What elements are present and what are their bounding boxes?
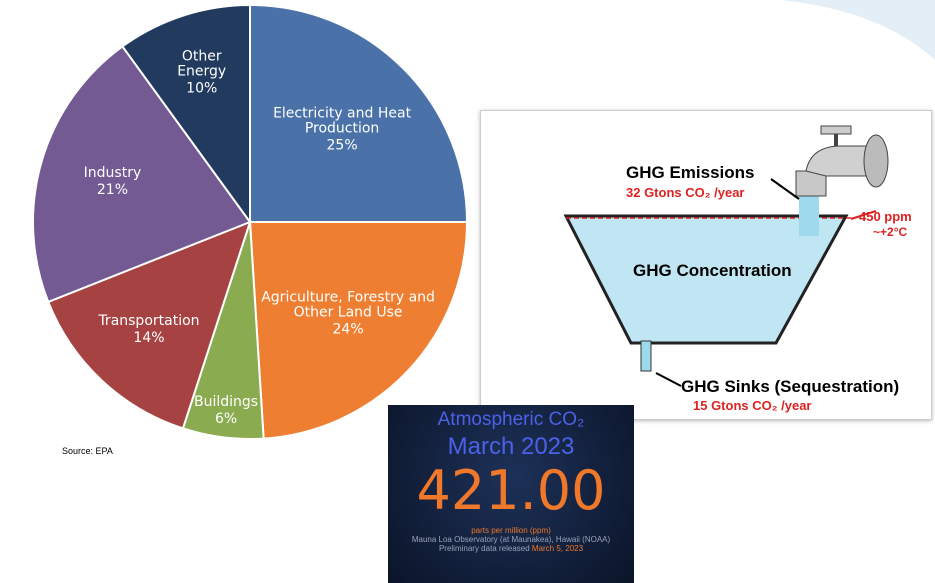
co2-value: 421.00 bbox=[388, 459, 634, 522]
release-prefix: Preliminary data released bbox=[439, 544, 530, 553]
slice-label: Agriculture, Forestry and Other Land Use… bbox=[258, 291, 438, 338]
slice-label: Industry 21% bbox=[22, 166, 202, 198]
arrow bbox=[656, 373, 681, 386]
emissions-rate: 32 Gtons CO₂ /year bbox=[626, 185, 745, 200]
slice-value: 21% bbox=[22, 183, 202, 198]
slice-name: Industry bbox=[22, 166, 202, 181]
slice-name: Other Energy bbox=[162, 50, 242, 80]
decor-swoosh bbox=[780, 0, 935, 60]
sinks-rate: 15 Gtons CO₂ /year bbox=[693, 398, 812, 413]
faucet-mount bbox=[864, 135, 888, 187]
threshold-temp: ~+2°C bbox=[873, 225, 907, 239]
slide: Electricity and Heat Production 25% Agricu… bbox=[0, 0, 935, 583]
slice-name: Transportation bbox=[59, 314, 239, 329]
slice-name: Buildings bbox=[186, 395, 266, 410]
co2-date: March 2023 bbox=[388, 433, 634, 461]
faucet-handle bbox=[821, 126, 851, 134]
co2-unit: parts per million (ppm) bbox=[388, 526, 634, 535]
slice-name: Electricity and Heat Production bbox=[252, 106, 432, 136]
slice-label: Other Energy 10% bbox=[162, 50, 242, 97]
co2-release: Preliminary data released March 5, 2023 bbox=[388, 544, 634, 553]
threshold-ppm: 450 ppm bbox=[859, 209, 912, 224]
slice-value: 14% bbox=[59, 331, 239, 346]
release-date: March 5, 2023 bbox=[532, 544, 583, 553]
emissions-label: GHG Emissions bbox=[626, 163, 754, 183]
co2-panel: Atmospheric CO₂ March 2023 421.00 parts … bbox=[388, 405, 634, 583]
source-note: Source: EPA bbox=[62, 446, 113, 456]
faucet-body bbox=[806, 146, 866, 176]
drain-pipe bbox=[641, 341, 651, 371]
slice-value: 10% bbox=[162, 82, 242, 97]
co2-title: Atmospheric CO₂ bbox=[388, 409, 634, 431]
slice-name: Agriculture, Forestry and Other Land Use bbox=[258, 291, 438, 321]
slice-value: 6% bbox=[186, 412, 266, 427]
diagram-panel: GHG Emissions 32 Gtons CO₂ /year 450 ppm… bbox=[480, 110, 932, 420]
slice-label: Electricity and Heat Production 25% bbox=[252, 106, 432, 153]
water-stream bbox=[799, 196, 819, 236]
slice-value: 24% bbox=[258, 323, 438, 338]
sinks-label: GHG Sinks (Sequestration) bbox=[681, 377, 899, 397]
slice-label: Transportation 14% bbox=[59, 314, 239, 346]
co2-station: Mauna Loa Observatory (at Maunakea), Haw… bbox=[388, 535, 634, 544]
slice-value: 25% bbox=[252, 138, 432, 153]
concentration-label: GHG Concentration bbox=[633, 261, 792, 281]
slice-label: Buildings 6% bbox=[186, 395, 266, 427]
arrow bbox=[771, 179, 799, 199]
